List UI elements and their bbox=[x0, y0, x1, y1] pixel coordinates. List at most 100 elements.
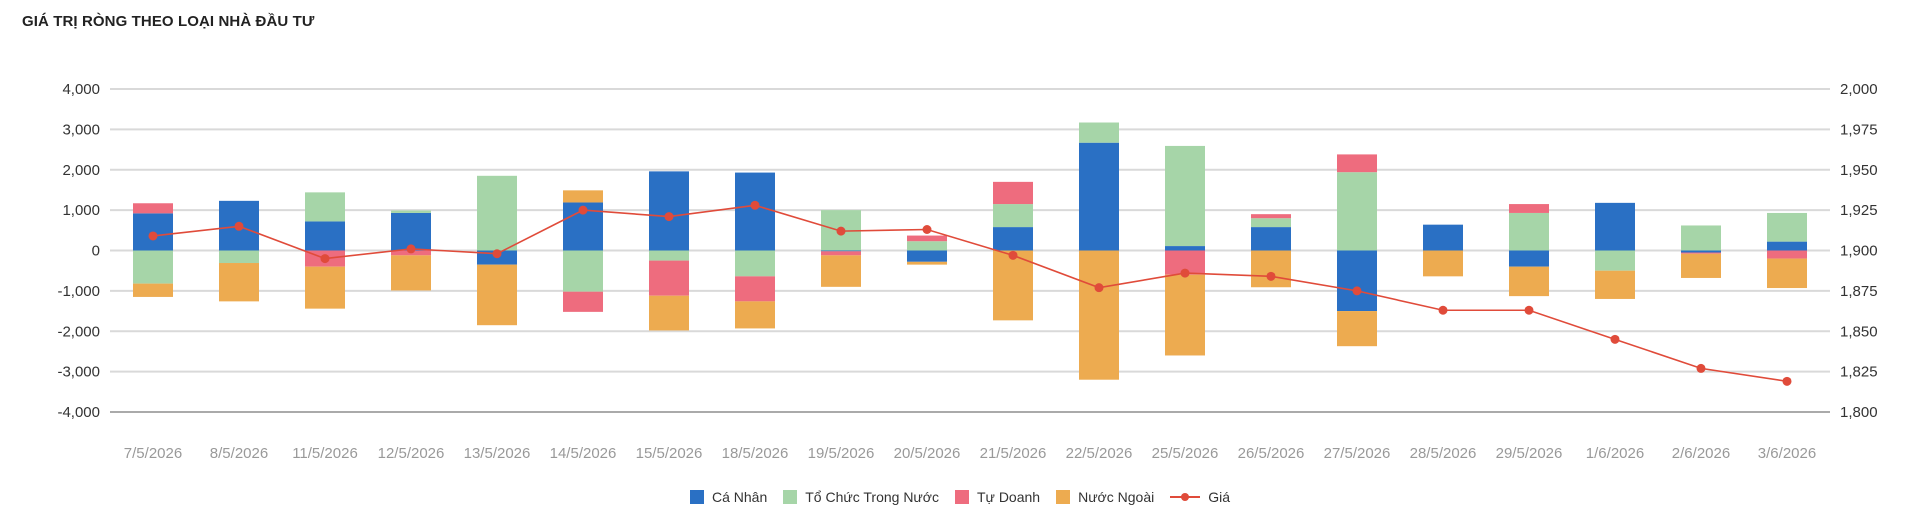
bar-ca_nhan[interactable] bbox=[1423, 224, 1463, 251]
bar-ca_nhan[interactable] bbox=[1767, 241, 1807, 251]
bar-tu_doanh[interactable] bbox=[821, 251, 861, 256]
price-point[interactable] bbox=[836, 226, 846, 236]
price-point[interactable] bbox=[1438, 305, 1448, 315]
bar-tu_doanh[interactable] bbox=[563, 291, 603, 312]
bar-tu_doanh[interactable] bbox=[993, 181, 1033, 205]
bar-ca_nhan[interactable] bbox=[1337, 250, 1377, 312]
bar-nuoc_ngoai[interactable] bbox=[1509, 266, 1549, 297]
bar-ca_nhan[interactable] bbox=[1251, 227, 1291, 251]
bar-tu_doanh[interactable] bbox=[1681, 252, 1721, 254]
bar-to_chuc[interactable] bbox=[391, 210, 431, 213]
bar-to_chuc[interactable] bbox=[907, 241, 947, 251]
bar-tu_doanh[interactable] bbox=[1251, 214, 1291, 219]
bar-ca_nhan[interactable] bbox=[1079, 142, 1119, 251]
price-point[interactable] bbox=[922, 225, 932, 235]
bar-nuoc_ngoai[interactable] bbox=[1423, 250, 1463, 277]
bar-to_chuc[interactable] bbox=[1681, 225, 1721, 251]
price-point[interactable] bbox=[1094, 283, 1104, 293]
bar-nuoc_ngoai[interactable] bbox=[133, 283, 173, 297]
bar-tu_doanh[interactable] bbox=[1337, 154, 1377, 173]
legend-item-to-chuc[interactable]: Tổ Chức Trong Nước bbox=[783, 489, 939, 505]
bar-nuoc_ngoai[interactable] bbox=[477, 264, 517, 326]
bar-nuoc_ngoai[interactable] bbox=[1251, 250, 1291, 288]
price-point[interactable] bbox=[1696, 363, 1706, 373]
bar-to_chuc[interactable] bbox=[1079, 122, 1119, 143]
price-point[interactable] bbox=[1524, 305, 1534, 315]
legend-item-gia[interactable]: Giá bbox=[1170, 489, 1230, 505]
bar-to_chuc[interactable] bbox=[1165, 145, 1205, 247]
bar-ca_nhan[interactable] bbox=[649, 171, 689, 251]
legend-swatch-tu-doanh bbox=[955, 490, 969, 504]
bar-tu_doanh[interactable] bbox=[1767, 250, 1807, 259]
bar-nuoc_ngoai[interactable] bbox=[1165, 274, 1205, 356]
bar-to_chuc[interactable] bbox=[219, 250, 259, 264]
bar-to_chuc[interactable] bbox=[649, 250, 689, 261]
bar-layer bbox=[133, 122, 1807, 380]
bar-tu_doanh[interactable] bbox=[649, 260, 689, 296]
legend-item-tu-doanh[interactable]: Tự Doanh bbox=[955, 489, 1040, 505]
bar-ca_nhan[interactable] bbox=[821, 250, 861, 252]
bar-ca_nhan[interactable] bbox=[1681, 250, 1721, 253]
bar-to_chuc[interactable] bbox=[1509, 212, 1549, 251]
price-point[interactable] bbox=[1266, 271, 1276, 281]
bar-nuoc_ngoai[interactable] bbox=[1337, 311, 1377, 347]
bar-ca_nhan[interactable] bbox=[391, 212, 431, 251]
bar-nuoc_ngoai[interactable] bbox=[993, 250, 1033, 321]
price-point[interactable] bbox=[664, 212, 674, 222]
x-tick-label: 14/5/2026 bbox=[550, 445, 617, 462]
bar-to_chuc[interactable] bbox=[1251, 218, 1291, 228]
bar-ca_nhan[interactable] bbox=[1165, 246, 1205, 251]
legend-item-ca-nhan[interactable]: Cá Nhân bbox=[689, 489, 767, 505]
bar-to_chuc[interactable] bbox=[1767, 212, 1807, 242]
price-point[interactable] bbox=[492, 249, 502, 259]
bar-nuoc_ngoai[interactable] bbox=[391, 255, 431, 291]
price-point[interactable] bbox=[1352, 286, 1362, 296]
bar-nuoc_ngoai[interactable] bbox=[821, 255, 861, 287]
price-point[interactable] bbox=[1180, 268, 1190, 278]
x-tick-label: 2/6/2026 bbox=[1672, 445, 1730, 462]
y-tick-label: -2,000 bbox=[57, 323, 100, 340]
x-tick-label: 20/5/2026 bbox=[894, 445, 961, 462]
bar-ca_nhan[interactable] bbox=[735, 172, 775, 251]
bar-nuoc_ngoai[interactable] bbox=[735, 301, 775, 329]
bar-nuoc_ngoai[interactable] bbox=[649, 295, 689, 331]
y-tick-label: 4,000 bbox=[62, 81, 100, 98]
bar-to_chuc[interactable] bbox=[735, 250, 775, 277]
bar-nuoc_ngoai[interactable] bbox=[305, 266, 345, 309]
bar-to_chuc[interactable] bbox=[563, 250, 603, 292]
bar-tu_doanh[interactable] bbox=[735, 276, 775, 302]
bar-to_chuc[interactable] bbox=[993, 204, 1033, 228]
bar-ca_nhan[interactable] bbox=[993, 227, 1033, 251]
price-point[interactable] bbox=[320, 254, 330, 264]
bar-to_chuc[interactable] bbox=[305, 192, 345, 222]
bar-nuoc_ngoai[interactable] bbox=[1767, 258, 1807, 289]
price-point[interactable] bbox=[578, 205, 588, 215]
bar-nuoc_ngoai[interactable] bbox=[1595, 270, 1635, 299]
bar-tu_doanh[interactable] bbox=[907, 235, 947, 242]
bar-tu_doanh[interactable] bbox=[1509, 204, 1549, 213]
bar-ca_nhan[interactable] bbox=[305, 221, 345, 251]
bar-to_chuc[interactable] bbox=[1595, 250, 1635, 271]
bar-nuoc_ngoai[interactable] bbox=[1681, 253, 1721, 278]
x-tick-label: 1/6/2026 bbox=[1586, 445, 1644, 462]
price-point[interactable] bbox=[750, 200, 760, 210]
price-point[interactable] bbox=[234, 221, 244, 231]
price-point[interactable] bbox=[1782, 376, 1792, 386]
bar-to_chuc[interactable] bbox=[477, 175, 517, 251]
bar-nuoc_ngoai[interactable] bbox=[907, 261, 947, 265]
bar-nuoc_ngoai[interactable] bbox=[219, 263, 259, 302]
bar-nuoc_ngoai[interactable] bbox=[1079, 250, 1119, 380]
bar-nuoc_ngoai[interactable] bbox=[563, 190, 603, 203]
price-point[interactable] bbox=[1610, 334, 1620, 344]
bar-ca_nhan[interactable] bbox=[1595, 202, 1635, 251]
price-point[interactable] bbox=[148, 231, 158, 241]
bar-tu_doanh[interactable] bbox=[133, 203, 173, 214]
bar-ca_nhan[interactable] bbox=[1509, 250, 1549, 267]
x-tick-label: 7/5/2026 bbox=[124, 445, 182, 462]
price-point[interactable] bbox=[1008, 250, 1018, 260]
legend-item-nuoc-ngoai[interactable]: Nước Ngoài bbox=[1056, 489, 1154, 505]
bar-to_chuc[interactable] bbox=[1337, 172, 1377, 251]
price-point[interactable] bbox=[406, 244, 416, 254]
bar-to_chuc[interactable] bbox=[133, 250, 173, 284]
bar-ca_nhan[interactable] bbox=[907, 250, 947, 262]
